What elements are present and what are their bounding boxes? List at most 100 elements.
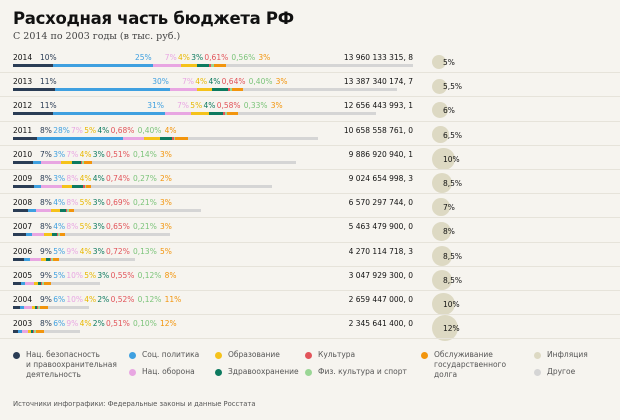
inflation-bubble <box>432 173 453 194</box>
pct-label-social: 5% <box>53 270 66 280</box>
bar-segment-culture <box>56 233 59 237</box>
budget-row-2006: 2006 9% 5% 9% 4% 3% 0,72% 0,13% 5% 4 270 114 718,… <box>0 241 620 270</box>
inflation-label: 7% <box>443 203 455 213</box>
pct-label-security: 9% <box>40 246 52 256</box>
bar-segment-other <box>91 185 272 188</box>
bar-segment-social <box>33 185 42 188</box>
bar-segment-other <box>92 160 297 164</box>
pct-label-culture: 0,55% <box>110 270 135 280</box>
legend-item-health: Здравоохранение <box>215 367 299 377</box>
pct-label-health: 3% <box>92 198 105 208</box>
pct-label-sport: 0,12% <box>137 270 162 280</box>
year-label: 2004 <box>13 295 33 304</box>
inflation-label: 10% <box>443 154 460 164</box>
budget-row-2004: 2004 9% 6% 10% 4% 2% 0,52% 0,12% 11% 2 659 447 00… <box>0 290 620 318</box>
budget-row-2010: 2010 7% 3% 7% 4% 3% 0,51% 0,14% 3% 9 886 920 940,… <box>0 144 620 173</box>
row-divider <box>0 290 620 291</box>
legend-dot-icon <box>305 368 312 376</box>
pct-label-defense: 10% <box>66 295 84 304</box>
bar-segment-health <box>212 88 228 92</box>
bar-segment-other <box>74 209 202 213</box>
bar-segment-sport <box>51 257 53 261</box>
pct-label-security: 11% <box>40 101 57 111</box>
pct-label-education: 4% <box>79 149 92 159</box>
bar-segment-social <box>25 233 32 237</box>
budget-total: 2 345 641 400, 0 <box>348 319 413 329</box>
bar-segment-debt <box>39 306 48 309</box>
budget-total: 2 659 447 000, 0 <box>348 295 413 304</box>
inflation-bubble <box>432 292 455 316</box>
inflation-label: 8,5% <box>443 251 463 261</box>
bar-segment-sport <box>225 112 227 116</box>
bar-segment-defense <box>30 257 42 261</box>
bar-segment-social <box>18 330 23 334</box>
pct-label-sport: 0,33% <box>243 101 268 111</box>
legend-item-inflation: Инфляция <box>534 350 588 360</box>
bar-segment-education <box>197 88 213 92</box>
pct-label-defense: 7% <box>66 149 79 159</box>
year-label: 2010 <box>13 149 33 159</box>
bar-segment-other <box>43 330 81 334</box>
inflation-bubble <box>432 126 449 143</box>
inflation-bubble <box>432 221 452 241</box>
bar-segment-culture <box>40 281 43 285</box>
pct-label-social: 6% <box>53 319 66 329</box>
bar-segment-defense <box>122 136 145 140</box>
pct-label-culture: 0,65% <box>106 222 130 232</box>
budget-row-2011: 2011 8% 28% 7% 5% 4% 0,68% 0,40% 4% 10 658 558 76… <box>0 120 620 149</box>
year-label: 2014 <box>13 53 33 62</box>
legend-item-social: Соц. политика <box>129 350 200 360</box>
bar-segment-defense <box>165 112 191 116</box>
pct-label-security: 7% <box>40 149 52 159</box>
budget-row-2013: 2013 11% 30% 7% 4% 4% 0,64% 0,40% 3% 13 387 340 1… <box>0 72 620 100</box>
pct-label-defense: 9% <box>66 319 79 329</box>
pct-label-sport: 0,10% <box>133 319 157 329</box>
stacked-bar <box>13 257 136 261</box>
pct-label-sport: 0,40% <box>248 77 273 87</box>
pct-label-education: 4% <box>79 246 92 256</box>
row-divider <box>0 96 620 98</box>
pct-label-sport: 0,14% <box>133 149 157 159</box>
pct-label-debt: 2% <box>160 174 172 183</box>
bar-segment-debt <box>59 233 65 237</box>
source-note: Источники инфографики: Федеральные закон… <box>13 400 256 408</box>
bar-segment-social <box>19 306 25 309</box>
pct-label-defense: 7% <box>177 101 190 111</box>
bar-segment-health <box>208 112 224 116</box>
legend-item-education: Образование <box>215 350 280 360</box>
bar-segment-culture <box>227 88 231 92</box>
legend-label: Культура <box>318 350 356 359</box>
bar-segment-debt <box>231 88 244 92</box>
stacked-bar <box>13 64 413 67</box>
inflation-label: 6,5% <box>443 130 463 140</box>
bar-segment-education <box>144 136 160 140</box>
bar-segment-social <box>24 257 31 261</box>
pct-label-security: 9% <box>40 295 52 304</box>
budget-total: 13 960 133 315, 8 <box>343 53 413 62</box>
inflation-label: 8,5% <box>443 179 463 188</box>
pct-label-debt: 11% <box>164 295 182 304</box>
pct-label-health: 4% <box>92 174 105 183</box>
legend-label: Нац. оборона <box>142 367 195 376</box>
bar-segment-social <box>52 112 166 116</box>
legend-label: Соц. политика <box>142 350 200 359</box>
bar-segment-education <box>32 306 36 309</box>
legend-item-defense: Нац. оборона <box>129 367 195 377</box>
bar-segment-sport <box>84 185 87 188</box>
pct-label-sport: 0,21% <box>133 198 157 208</box>
pct-label-culture: 0,58% <box>216 101 241 111</box>
inflation-bubble <box>432 315 458 342</box>
pct-label-culture: 0,52% <box>110 295 135 304</box>
legend-label: и правоохранительная <box>26 360 117 369</box>
legend-dot-icon <box>13 351 20 359</box>
pct-label-sport: 0,40% <box>137 125 162 135</box>
budget-total: 10 658 558 761, 0 <box>343 125 413 135</box>
pct-label-health: 4% <box>97 125 110 135</box>
bar-segment-education <box>62 185 73 188</box>
inflation-label: 12% <box>443 324 460 334</box>
pct-label-health: 3% <box>97 270 110 280</box>
pct-label-social: 3% <box>53 149 66 159</box>
year-label: 2006 <box>13 246 33 256</box>
bar-segment-education <box>44 233 53 237</box>
bar-segment-social <box>55 88 171 92</box>
